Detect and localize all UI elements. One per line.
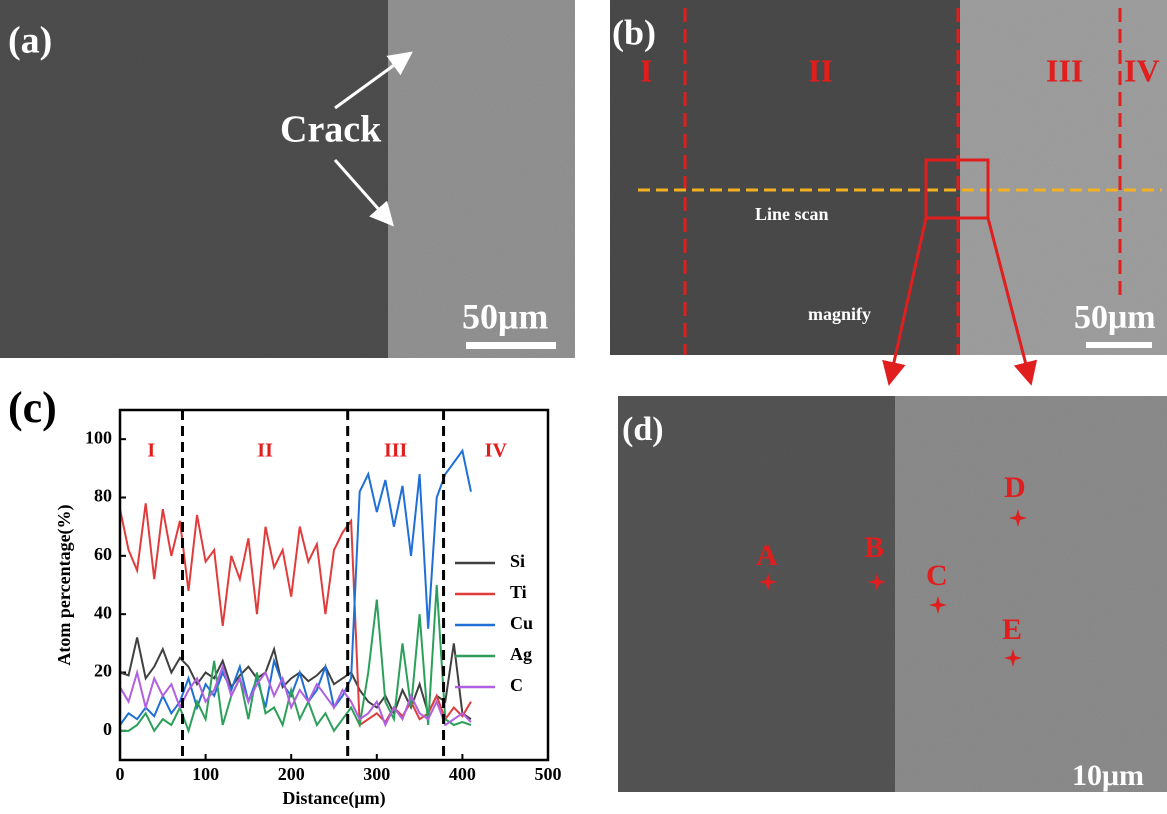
region-label: I	[147, 440, 155, 462]
panel-d: (d) A B C D E 10μm	[618, 396, 1167, 792]
legend-label: Si	[510, 551, 525, 571]
legend-label: C	[510, 675, 523, 695]
point-label: A	[756, 539, 778, 572]
series-line	[120, 503, 471, 725]
x-tick-label: 500	[535, 764, 562, 784]
panel-label: (c)	[8, 383, 57, 432]
legend-label: Ti	[510, 582, 527, 602]
line-chart: (c) Distance(μm) Atom percentage(%) 0 20 4…	[8, 383, 562, 809]
micrograph	[0, 0, 388, 358]
y-tick-label: 40	[94, 602, 112, 622]
region-label: IV	[1124, 52, 1160, 88]
point-label: B	[864, 531, 884, 564]
panel-a: (a) Crack 50μm	[0, 0, 575, 358]
point-label: E	[1002, 613, 1022, 646]
magnify-label: magnify	[808, 304, 871, 324]
region-label: II	[808, 52, 833, 88]
legend-label: Ag	[510, 644, 532, 664]
x-tick-label: 300	[363, 764, 390, 784]
panel-b: (b) I II III IV Line scan magnify 50μm	[610, 0, 1167, 380]
region-label: II	[257, 440, 273, 462]
point-label: D	[1004, 471, 1026, 504]
y-tick-label: 80	[94, 486, 112, 506]
micrograph	[895, 396, 1167, 792]
region-label: III	[1046, 52, 1083, 88]
y-tick-label: 20	[94, 661, 112, 681]
scale-bar-label: 10μm	[1072, 759, 1144, 792]
region-label: IV	[485, 440, 508, 462]
scale-bar-label: 50μm	[1074, 299, 1156, 336]
region-label: III	[384, 440, 408, 462]
x-tick-label: 400	[449, 764, 476, 784]
point-label: C	[926, 559, 948, 592]
scale-bar	[1086, 342, 1152, 348]
micrograph	[618, 396, 895, 792]
annotation: Crack	[280, 109, 382, 151]
figure: (a) Crack 50μm (b) I II III IV Line scan…	[0, 0, 1167, 814]
scale-bar-label: 50μm	[462, 296, 548, 336]
x-tick-label: 0	[116, 764, 125, 784]
y-axis-label: Atom percentage(%)	[54, 504, 75, 665]
panel-label: (d)	[622, 411, 664, 448]
panel-label: (a)	[8, 20, 52, 62]
x-tick-label: 200	[278, 764, 305, 784]
y-tick-label: 0	[103, 719, 112, 739]
x-tick-label: 100	[192, 764, 219, 784]
y-tick-label: 60	[94, 544, 112, 564]
legend-label: Cu	[510, 613, 533, 633]
scale-bar	[466, 342, 556, 349]
panel-label: (b)	[612, 12, 656, 52]
series-line	[120, 451, 471, 725]
line-scan-label: Line scan	[755, 204, 829, 224]
region-label: I	[640, 52, 652, 88]
y-tick-label: 100	[85, 427, 112, 447]
x-axis-label: Distance(μm)	[282, 788, 385, 809]
